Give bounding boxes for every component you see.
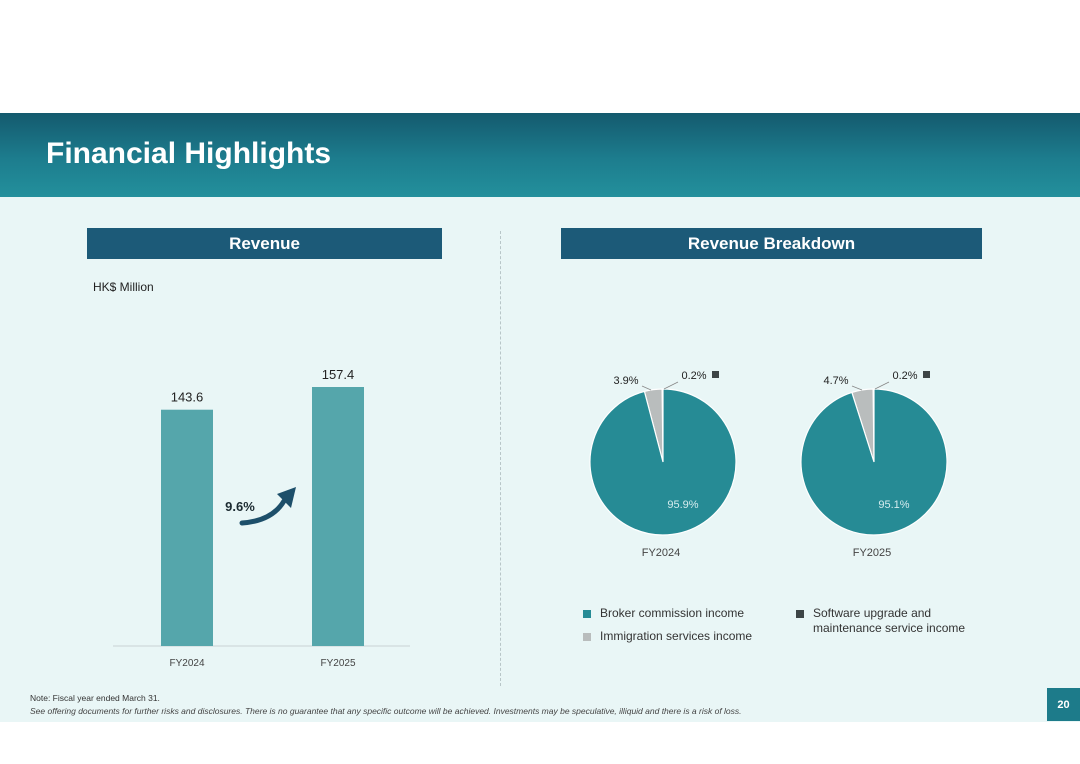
pie-label-immigration: 3.9%: [613, 375, 638, 387]
revenue-heading: Revenue: [87, 228, 442, 259]
x-tick-label: FY2025: [320, 658, 355, 669]
page-title: Financial Highlights: [46, 137, 332, 170]
growth-label: 9.6%: [225, 499, 255, 514]
disclaimer: See offering documents for further risks…: [30, 706, 742, 716]
growth-arrowhead-icon: [277, 487, 296, 508]
charts-canvas: 143.6 FY2024 157.4 FY2025 9.6% 95.9% 3.9% 0.2% F…: [113, 367, 948, 669]
revenue-breakdown-heading: Revenue Breakdown: [561, 228, 982, 259]
pie-slice-broker: [800, 388, 948, 536]
pie-leader-line: [874, 381, 890, 390]
legend-swatch-broker: [583, 610, 591, 618]
unit-label: HK$ Million: [93, 280, 154, 294]
bar-value-label: 157.4: [322, 367, 355, 382]
pie-label-broker: 95.1%: [878, 499, 909, 511]
pie-label-software: 0.2%: [681, 370, 706, 382]
pie-marker-software: [923, 371, 930, 378]
pie-year-label: FY2025: [853, 547, 892, 559]
legend-label-immigration: Immigration services income: [600, 629, 753, 643]
x-tick-label: FY2024: [169, 658, 204, 669]
pie-label-immigration: 4.7%: [823, 375, 848, 387]
growth-arrow-icon: [239, 498, 287, 526]
header-banner: Financial Highlights: [0, 113, 1080, 197]
legend-item-broker: Broker commission income: [583, 606, 744, 620]
bar-fy2024: [161, 409, 213, 646]
panel-divider: [500, 231, 501, 686]
bar-fy2025: [312, 387, 364, 646]
legend-swatch-software: [796, 610, 804, 618]
legend-label-software: Software upgrade and maintenance service…: [813, 606, 966, 635]
legend-label-broker: Broker commission income: [600, 606, 745, 620]
legend-item-immigration: Immigration services income: [583, 629, 752, 643]
legend-swatch-immigration: [583, 633, 591, 641]
page-number: 20: [1047, 688, 1080, 721]
pie-leader-line: [851, 385, 863, 391]
pie-label-broker: 95.9%: [667, 499, 698, 511]
pie-label-software: 0.2%: [892, 370, 917, 382]
slide: Financial Highlights Revenue Revenue Bre…: [0, 113, 1080, 722]
pie-marker-software: [712, 371, 719, 378]
pie-year-label: FY2024: [642, 547, 681, 559]
legend-item-software: Software upgrade and maintenance service…: [796, 606, 966, 636]
footnote: Note: Fiscal year ended March 31.: [30, 693, 160, 703]
pie-leader-line: [641, 385, 652, 391]
pie-leader-line: [663, 381, 679, 390]
pie-slice-broker: [589, 388, 737, 536]
bar-value-label: 143.6: [171, 390, 204, 405]
